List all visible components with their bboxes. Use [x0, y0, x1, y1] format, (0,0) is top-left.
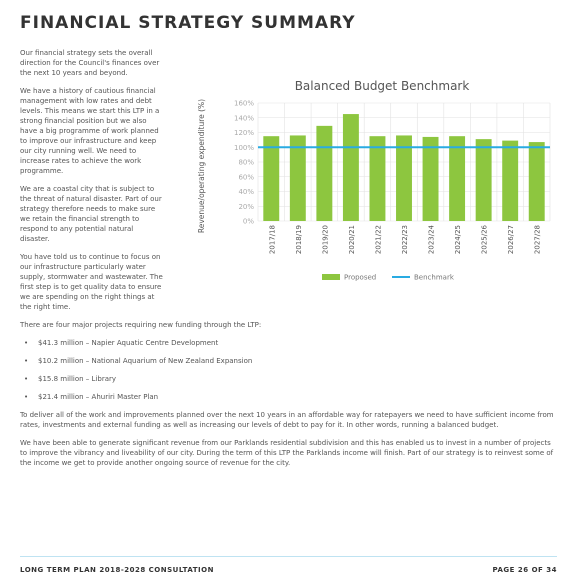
bullet-list: $41.3 million – Napier Aquatic Centre De… [20, 338, 557, 402]
bar [502, 140, 519, 221]
x-tick-label: 2017/18 [268, 225, 276, 254]
footer-left: LONG TERM PLAN 2018-2028 CONSULTATION [20, 566, 214, 574]
page-title: FINANCIAL STRATEGY SUMMARY [20, 13, 356, 33]
paragraph: Our financial strategy sets the overall … [20, 49, 160, 77]
legend-label: Proposed [344, 274, 376, 282]
y-tick-label: 40% [238, 188, 254, 196]
bullet: $41.3 million – Napier Aquatic Centre De… [24, 338, 557, 348]
y-tick-label: 80% [238, 159, 254, 167]
bar [449, 136, 466, 221]
x-tick-label: 2022/23 [401, 225, 409, 254]
bar [475, 139, 492, 221]
chart: Balanced Budget Benchmark Revenue/operat… [197, 79, 551, 282]
paragraph: We have a history of cautious financial … [20, 87, 160, 175]
y-axis-label: Revenue/operating expenditure (%) [197, 99, 206, 233]
y-tick-label: 20% [238, 203, 254, 211]
bar [422, 136, 439, 221]
chart-container: Balanced Budget Benchmark Revenue/operat… [172, 48, 557, 298]
x-tick-label: 2027/28 [534, 225, 542, 254]
y-tick-label: 120% [234, 129, 254, 137]
x-tick-label: 2026/27 [507, 225, 515, 254]
bar [528, 142, 545, 221]
footer-rule [20, 556, 557, 557]
x-tick-label: 2019/20 [321, 225, 329, 254]
paragraph: We are a coastal city that is subject to… [20, 185, 162, 243]
chart-title: Balanced Budget Benchmark [295, 79, 470, 93]
bar [369, 136, 386, 221]
y-tick-label: 160% [234, 100, 254, 108]
body-text: Balanced Budget Benchmark Revenue/operat… [20, 48, 557, 476]
x-tick-label: 2020/21 [348, 225, 356, 254]
legend-swatch [322, 274, 340, 280]
x-tick-label: 2021/22 [374, 225, 382, 254]
paragraph: There are four major projects requiring … [20, 321, 262, 329]
bar [396, 135, 412, 221]
bar [263, 136, 280, 221]
y-tick-label: 100% [234, 144, 254, 152]
bullet: $21.4 million – Ahuriri Master Plan [24, 392, 557, 402]
y-tick-label: 0% [243, 218, 254, 226]
bar [289, 135, 306, 221]
bullet: $15.8 million – Library [24, 374, 557, 384]
bullet: $10.2 million – National Aquarium of New… [24, 356, 557, 366]
x-tick-label: 2024/25 [454, 225, 462, 254]
bar [316, 125, 333, 221]
paragraph: You have told us to continue to focus on… [20, 253, 163, 311]
x-tick-label: 2018/19 [295, 225, 303, 254]
paragraph: To deliver all of the work and improveme… [20, 411, 554, 429]
y-tick-label: 140% [234, 114, 254, 122]
x-tick-label: 2023/24 [428, 224, 436, 254]
y-tick-label: 60% [238, 173, 254, 181]
legend-label: Benchmark [414, 274, 455, 282]
paragraph: We have been able to generate significan… [20, 439, 554, 467]
bar [342, 114, 359, 221]
x-tick-label: 2025/26 [481, 224, 489, 254]
footer-right: PAGE 26 OF 34 [492, 566, 557, 574]
